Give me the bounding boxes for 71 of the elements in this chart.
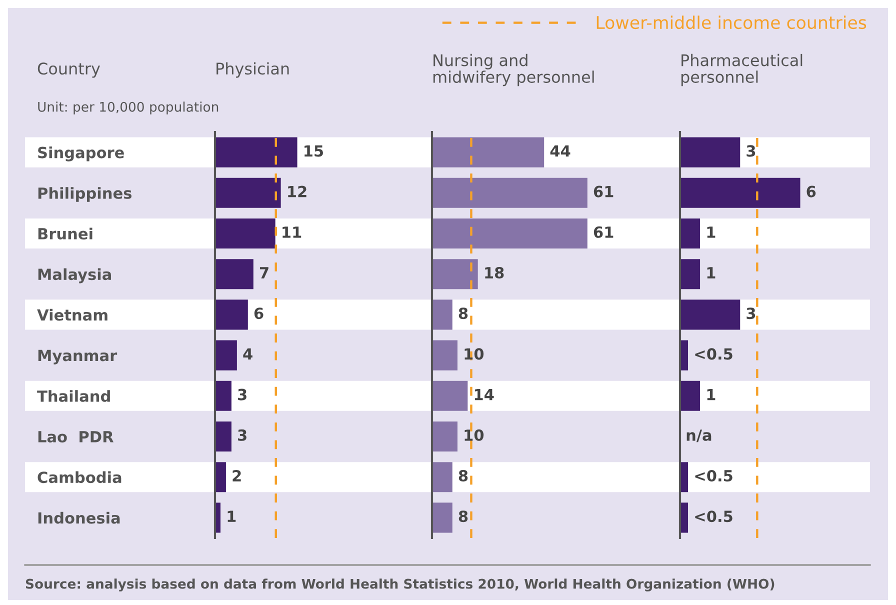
text: Unit: per 10,000 population [38, 102, 218, 114]
data-label: 18 [485, 266, 504, 279]
y-tick-label: Cambodia [38, 471, 122, 484]
chart-title: Physician [216, 62, 289, 78]
data-label: 2 [232, 470, 241, 482]
data-label: 12 [288, 186, 306, 198]
bar [215, 421, 232, 452]
data-label: 7 [260, 267, 268, 278]
bar [215, 340, 237, 370]
y-tick-label: Thailand [37, 390, 110, 402]
bar [215, 462, 226, 492]
data-label: <0.5 [695, 470, 732, 482]
bar [215, 380, 232, 411]
chart-title: Nursing and midwifery personnel [433, 54, 594, 86]
bar [432, 178, 588, 208]
bar [432, 462, 452, 492]
bar [680, 380, 700, 411]
data-label: 8 [458, 308, 468, 320]
data-label: 3 [238, 429, 246, 441]
data-label: 1 [707, 267, 716, 278]
y-axis-title: Country [38, 62, 100, 78]
data-label: 1 [707, 388, 716, 400]
data-label: 1 [707, 226, 716, 238]
y-tick-label: Lao PDR [38, 431, 114, 443]
data-label: 61 [594, 186, 614, 198]
data-label: 3 [746, 308, 756, 320]
data-label: <0.5 [695, 348, 732, 360]
bar [215, 218, 276, 249]
data-label: 61 [594, 226, 614, 238]
bar [215, 137, 298, 168]
bar [432, 300, 452, 330]
y-tick-label: Singapore [38, 146, 124, 162]
bar [432, 421, 458, 452]
data-label: 3 [746, 145, 756, 157]
bar [680, 178, 800, 208]
chart-title: Pharmaceutical personnel [681, 54, 802, 86]
ref-line-label: Lower-middle income countries [596, 16, 866, 30]
data-label: 6 [806, 186, 816, 198]
data-label: 4 [243, 348, 252, 360]
data-label: 10 [464, 429, 484, 441]
data-label: 44 [550, 145, 570, 157]
data-label: 11 [282, 226, 302, 238]
text: n/a [686, 430, 712, 442]
data-label: <0.5 [695, 510, 732, 522]
source-note: Source: analysis based on data from World Health Statistics 2010, World Health Organization (WHO) [26, 578, 774, 592]
y-tick-label: Indonesia [38, 512, 120, 524]
bar [680, 218, 700, 249]
y-tick-label: Brunei [38, 228, 92, 240]
data-label: 1 [228, 510, 236, 522]
y-tick-label: Malaysia [38, 268, 111, 284]
bar [432, 340, 458, 370]
data-label: 14 [474, 388, 494, 400]
bar [680, 137, 740, 168]
bar [215, 178, 281, 208]
data-label: 15 [304, 145, 324, 157]
bar [215, 259, 254, 290]
bar [215, 300, 248, 330]
bar [432, 259, 478, 290]
bar [432, 137, 544, 168]
y-tick-label: Vietnam [37, 308, 108, 321]
data-label: 8 [458, 510, 468, 522]
data-label: 6 [254, 308, 264, 320]
bar [432, 502, 452, 533]
bar [680, 300, 740, 330]
data-label: 3 [238, 388, 246, 400]
bar [680, 259, 700, 290]
y-tick-label: Myanmar [38, 350, 118, 364]
bar [432, 380, 468, 411]
bar [432, 218, 588, 249]
y-tick-label: Philippines [38, 187, 132, 202]
data-label: 8 [458, 470, 468, 482]
